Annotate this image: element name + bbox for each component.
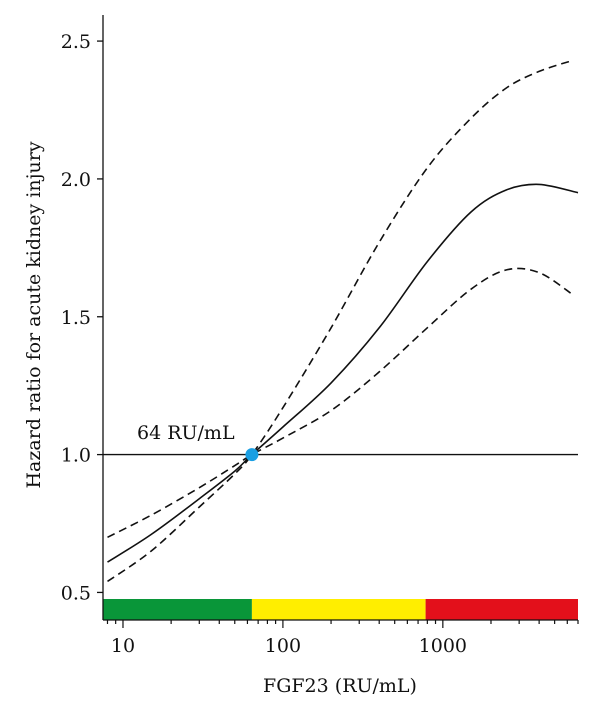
annotations: 64 RU/mL xyxy=(137,422,259,462)
y-tick-label: 0.5 xyxy=(61,582,91,604)
y-tick-label: 1.0 xyxy=(61,445,91,467)
y-tick-label: 1.5 xyxy=(61,307,91,329)
x-tick-label: 1000 xyxy=(419,635,467,657)
x-tick-label: 10 xyxy=(111,635,135,657)
hazard-ratio-line-0 xyxy=(107,183,579,563)
ci-dashed-line-2 xyxy=(107,267,574,539)
x-tick-label: 100 xyxy=(265,635,301,657)
y-tick-label: 2.5 xyxy=(61,31,91,53)
color-bar-segment-1 xyxy=(251,599,426,620)
color-bar-segment-0 xyxy=(103,599,252,620)
axes: 0.5 1.0 1.5 2.0 2.5 10 100 1000 xyxy=(61,15,579,657)
x-axis-title: FGF23 (RU/mL) xyxy=(263,675,417,697)
y-tick-label: 2.0 xyxy=(61,169,91,191)
y-axis-title: Hazard ratio for acute kidney injury xyxy=(23,141,45,488)
plot-area xyxy=(103,59,579,583)
color-bar-segment-2 xyxy=(425,599,578,620)
reference-point-label: 64 RU/mL xyxy=(137,422,235,444)
ci-dashed-line-1 xyxy=(107,59,574,583)
reference-point-marker xyxy=(245,448,259,462)
color-bar xyxy=(103,599,578,620)
